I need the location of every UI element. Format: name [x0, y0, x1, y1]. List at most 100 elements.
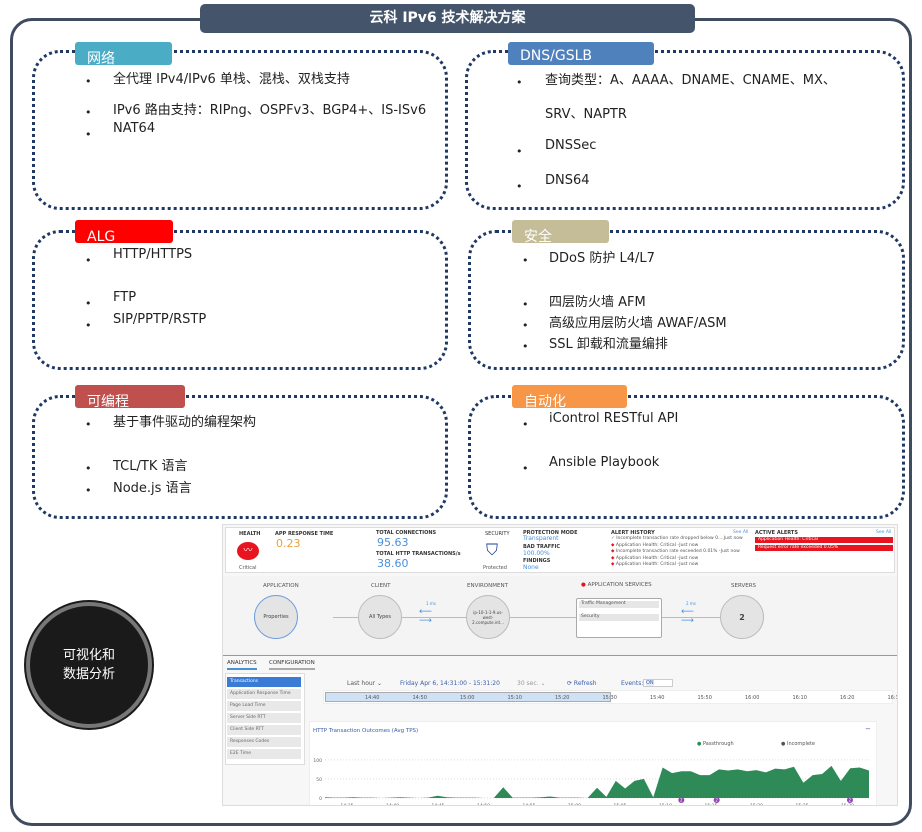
event-marker: [846, 797, 853, 803]
findings: None: [523, 564, 539, 571]
f5-logo-icon: ●: [581, 582, 586, 588]
timeline-tick: 15:00: [460, 695, 475, 701]
timeline-tick: 15:30: [602, 695, 617, 701]
legend-dot-incomplete: ●: [781, 741, 786, 747]
bullet-icon: •: [85, 418, 92, 431]
x-tick-label: 14:40: [386, 803, 399, 806]
analytics-menu-item[interactable]: E2E Time: [227, 749, 301, 759]
alg-tag: ALG: [75, 220, 173, 243]
x-tick-label: 15:30: [841, 803, 854, 806]
shield-icon: ⛉: [486, 540, 499, 559]
servers-label: SERVERS: [731, 583, 757, 589]
connections-value: 95.63: [377, 536, 409, 549]
traffic-management[interactable]: Traffic Management: [579, 601, 659, 608]
dns-item: DNS64: [545, 173, 590, 188]
connections-label: TOTAL CONNECTIONS: [376, 530, 437, 536]
bidirectional-arrows-icon: ⟵ ⟶: [681, 607, 694, 626]
http-tx-value: 38.60: [377, 557, 409, 570]
programmable-panel: [32, 395, 448, 519]
security-panel: [468, 230, 905, 370]
security-tag: 安全: [512, 220, 609, 243]
slide-title: 云科 IPv6 技术解决方案: [200, 4, 695, 33]
bidirectional-arrows-icon: ⟵ ⟶: [419, 607, 432, 626]
active-alert[interactable]: Request error rate exceeded 0.05%: [755, 545, 893, 551]
y-tick-label: 50: [316, 777, 322, 783]
timeline-tick: 16:20: [840, 695, 855, 701]
bullet-icon: •: [85, 128, 92, 141]
active-alert[interactable]: Application Health: Critical: [755, 537, 893, 543]
protection-mode-label: PROTECTION MODE: [523, 530, 578, 536]
network-panel: [32, 50, 448, 210]
network-tag: 网络: [75, 42, 172, 65]
chart-title: HTTP Transaction Outcomes (Avg TPS): [313, 728, 419, 734]
alert-history-item[interactable]: Incomplete transaction rate exceeded 0.0…: [615, 549, 740, 554]
tab-analytics[interactable]: ANALYTICS: [227, 660, 257, 670]
timeline-tick: 15:50: [697, 695, 712, 701]
critical-icon: ◆: [611, 549, 615, 554]
bullet-icon: •: [85, 462, 92, 475]
app-response-label: APP RESPONSE TIME: [275, 531, 334, 537]
protection-mode: Transparent: [523, 535, 559, 542]
security-item: 高级应用层防火墙 AWAF/ASM: [549, 316, 727, 331]
critical-icon: ◆: [611, 542, 615, 548]
alert-history-item[interactable]: Incomplete transaction rate dropped belo…: [616, 536, 743, 541]
network-item: 全代理 IPv4/IPv6 单栈、混栈、双栈支持: [113, 72, 350, 87]
events-toggle[interactable]: ON: [643, 679, 673, 687]
analytics-menu-item[interactable]: Server Side RTT: [227, 713, 301, 723]
programmable-item: 基于事件驱动的编程架构: [113, 415, 257, 430]
alg-panel: [32, 230, 448, 370]
x-tick-label: 14:55: [523, 803, 536, 806]
programmable-tag: 可编程: [75, 385, 185, 408]
legend-dot-passthrough: ●: [697, 741, 702, 747]
network-item: NAT64: [113, 121, 156, 136]
programmable-item: Node.js 语言: [113, 481, 192, 496]
tab-configuration[interactable]: CONFIGURATION: [269, 660, 315, 670]
bullet-icon: •: [522, 254, 529, 267]
active-alerts-see-all[interactable]: See All: [876, 530, 892, 535]
security-item: 四层防火墙 AFM: [549, 295, 646, 310]
client-latency: 1 ms: [426, 601, 436, 606]
analytics-menu-item[interactable]: Page Load Time: [227, 701, 301, 711]
analytics-menu-item[interactable]: Responses Codes: [227, 737, 301, 747]
interval-dropdown[interactable]: 30 sec. ⌄: [517, 680, 546, 687]
bullet-icon: •: [85, 319, 92, 332]
legend-passthrough[interactable]: Passthrough: [702, 741, 734, 747]
programmable-item: TCL/TK 语言: [113, 459, 188, 474]
legend-incomplete[interactable]: Incomplete: [786, 741, 815, 747]
alert-history-item[interactable]: Application Health: Critical -Just now: [615, 542, 699, 548]
automation-tag: 自动化: [512, 385, 627, 408]
security-service[interactable]: Security: [579, 614, 659, 621]
dns-item: SRV、NAPTR: [545, 107, 627, 122]
analytics-menu-item[interactable]: Client Side RTT: [227, 725, 301, 735]
timeline-tick: 16:00: [745, 695, 760, 701]
timeline-tick: 16:30: [887, 695, 898, 701]
heartbeat-icon: 〰: [237, 542, 259, 560]
security-item: SSL 卸载和流量编排: [549, 337, 668, 352]
bullet-icon: •: [516, 76, 523, 89]
alert-history-label: ALERT HISTORY: [611, 530, 655, 536]
client-node[interactable]: All Types: [358, 595, 402, 639]
time-range-dropdown[interactable]: Last hour ⌄: [347, 680, 383, 687]
collapse-icon[interactable]: −: [865, 725, 871, 733]
bullet-icon: •: [85, 254, 92, 267]
environment-node[interactable]: ip-10-1-1-9.us-west-2.compute.int...: [466, 595, 510, 639]
event-marker-count: 2: [680, 798, 683, 803]
bullet-icon: •: [522, 418, 529, 431]
timeline-selection[interactable]: [325, 692, 611, 702]
critical-icon: ◆: [611, 555, 615, 561]
refresh-button[interactable]: ⟳ Refresh: [567, 680, 597, 687]
analytics-menu-item[interactable]: Transactions: [227, 677, 301, 687]
x-tick-label: 14:45: [432, 803, 445, 806]
analytics-menu-item[interactable]: Application Response Time: [227, 689, 301, 699]
alert-history-item[interactable]: Application Health: Critical -Just now: [615, 562, 699, 567]
servers-node[interactable]: 2: [720, 595, 764, 639]
alg-item: FTP: [113, 290, 137, 305]
dns-panel: [465, 50, 905, 210]
x-tick-label: 15:05: [614, 803, 627, 806]
alert-history-see-all[interactable]: See All: [733, 530, 749, 535]
alert-history-item[interactable]: Application Health: Critical -Just now: [615, 555, 699, 561]
app-services-label: APPLICATION SERVICES: [587, 582, 652, 588]
x-tick-label: 15:25: [796, 803, 809, 806]
analytics-dashboard-screenshot: HEALTH 〰 Critical APP RESPONSE TIME 0.23…: [222, 524, 898, 806]
properties-node[interactable]: Properties: [254, 595, 298, 639]
